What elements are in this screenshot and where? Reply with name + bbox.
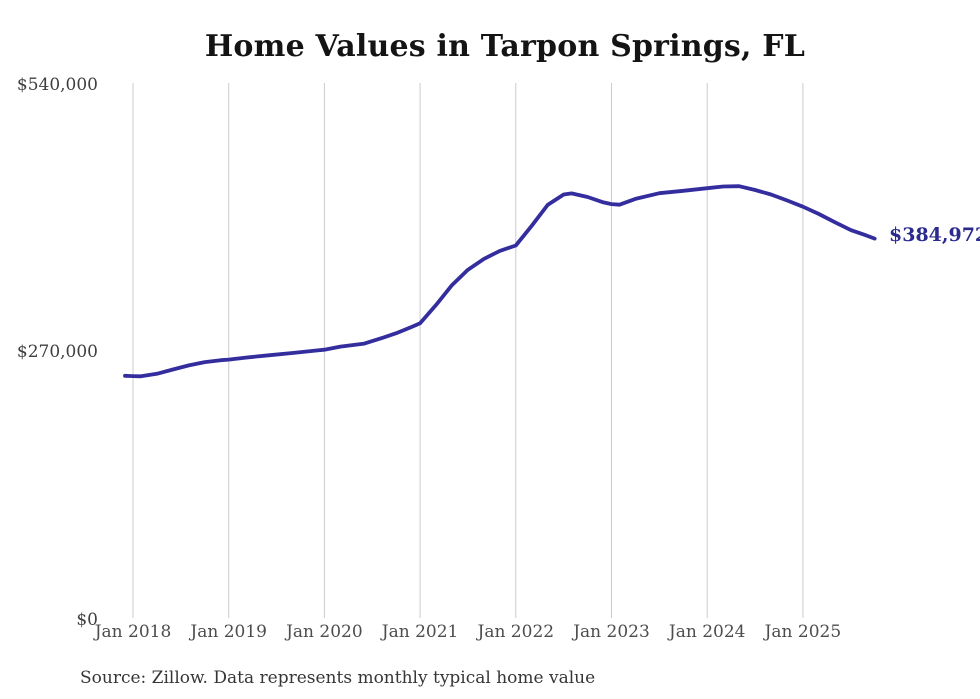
x-tick-label: Jan 2018	[94, 622, 172, 642]
x-tick-label: Jan 2023	[573, 622, 650, 642]
source-note: Source: Zillow. Data represents monthly …	[80, 668, 596, 688]
x-tick-label: Jan 2024	[668, 622, 746, 642]
x-tick-label: Jan 2021	[381, 622, 459, 642]
latest-value-label: $384,972	[889, 224, 980, 246]
y-tick-label: $270,000	[16, 342, 98, 362]
y-tick-label: $540,000	[16, 74, 98, 95]
x-tick-label: Jan 2022	[477, 622, 555, 642]
home-value-line	[123, 184, 877, 379]
gridlines-group	[132, 83, 804, 618]
x-tick-label: Jan 2020	[286, 622, 363, 642]
chart-title: Home Values in Tarpon Springs, FL	[204, 29, 806, 64]
x-tick-label: Jan 2025	[764, 622, 842, 642]
x-tick-label: Jan 2019	[190, 622, 267, 642]
y-tick-label: $0	[76, 609, 98, 630]
